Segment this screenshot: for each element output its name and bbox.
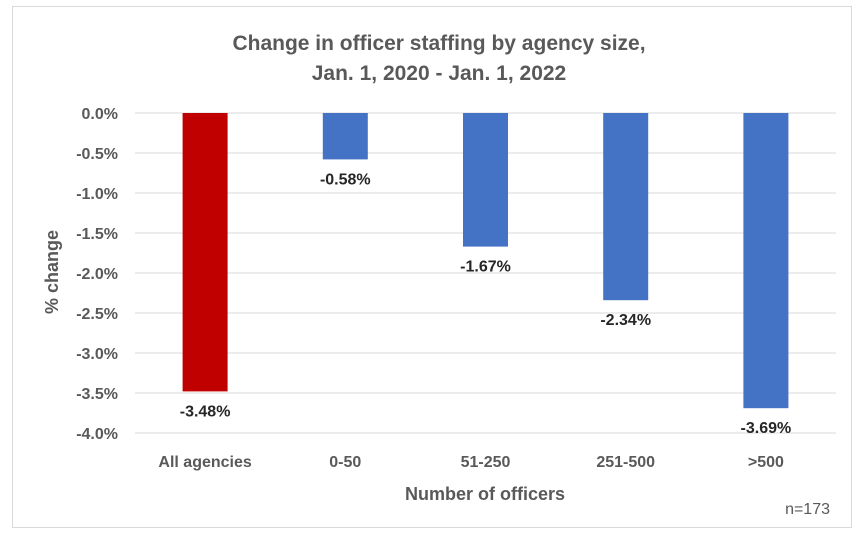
data-label: -3.69% xyxy=(741,420,792,437)
y-tick-label: -1.5% xyxy=(76,226,118,243)
gridlines xyxy=(135,112,836,434)
x-axis-label: Number of officers xyxy=(405,484,565,504)
data-label: -0.58% xyxy=(320,171,371,188)
x-tick-label: 51-250 xyxy=(461,454,511,471)
y-tick-label: -3.5% xyxy=(76,386,118,403)
bar xyxy=(322,113,368,160)
x-tick-label: 0-50 xyxy=(329,454,361,471)
y-tick-label: 0.0% xyxy=(82,106,118,123)
bar xyxy=(182,113,228,392)
y-tick-label: -2.0% xyxy=(76,266,118,283)
x-tick-label: All agencies xyxy=(158,454,251,471)
y-tick-label: -0.5% xyxy=(76,146,118,163)
chart-title-line-2: Jan. 1, 2020 - Jan. 1, 2022 xyxy=(312,62,567,85)
bar xyxy=(463,113,508,247)
x-tick-label: >500 xyxy=(748,454,784,471)
bars xyxy=(182,113,789,409)
data-label: -2.34% xyxy=(600,312,651,329)
y-tick-label: -3.0% xyxy=(76,346,118,363)
data-label: -3.48% xyxy=(180,403,231,420)
data-labels: -3.48% -0.58% -1.67% -2.34% -3.69% xyxy=(180,171,792,437)
x-tick-label: 251-500 xyxy=(596,454,655,471)
x-axis-tick-labels: All agencies 0-50 51-250 251-500 >500 xyxy=(158,454,784,471)
bar xyxy=(743,113,789,409)
y-axis-label: % change xyxy=(42,230,62,314)
chart-title-line-1: Change in officer staffing by agency siz… xyxy=(232,32,645,55)
chart-frame xyxy=(12,6,852,528)
y-tick-label: -2.5% xyxy=(76,306,118,323)
y-tick-label: -1.0% xyxy=(76,186,118,203)
y-axis-tick-labels: 0.0% -0.5% -1.0% -1.5% -2.0% -2.5% -3.0% -3.5% -… xyxy=(76,106,118,443)
bar xyxy=(603,113,649,301)
sample-size-note: n=173 xyxy=(785,501,830,518)
y-tick-label: -4.0% xyxy=(76,426,118,443)
data-label: -1.67% xyxy=(460,259,511,276)
